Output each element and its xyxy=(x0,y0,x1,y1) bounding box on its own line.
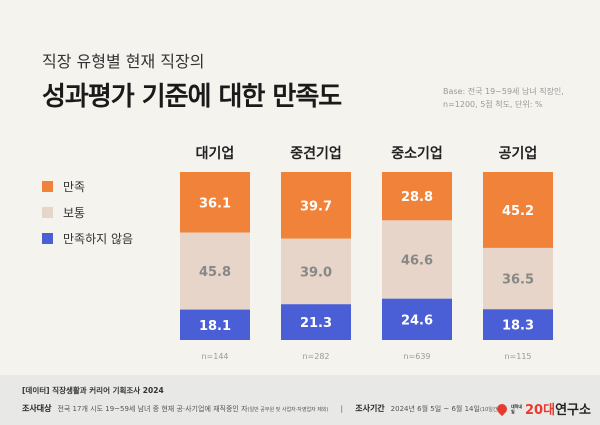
data-label: 28.8 xyxy=(401,190,433,205)
footer: [데이터] 직장생활과 커리어 기획조사 2024 조사대상 전국 17개 시도 … xyxy=(0,375,600,425)
category-label: 공기업 xyxy=(499,146,538,162)
bar-segment xyxy=(382,172,452,221)
legend-swatch xyxy=(42,180,53,192)
data-label: 39.7 xyxy=(300,199,332,214)
stacked-bar-chart: 대기업 36.1 45.8 18.1 n=144 중견기업 39.7 39.0 21.3 n=28… xyxy=(180,145,553,361)
data-label: 45.8 xyxy=(199,265,231,280)
logo: 대학내일 20대 연구소 xyxy=(494,399,591,418)
legend-swatch xyxy=(42,232,53,244)
bar-segment xyxy=(382,220,452,299)
logo-small: 대학내일 xyxy=(511,403,523,414)
footer-source: [데이터] 직장생활과 커리어 기획조사 2024 xyxy=(22,386,164,395)
legend-label: 만족 xyxy=(63,179,86,194)
category-label: 중견기업 xyxy=(290,145,342,162)
legend-item: 보통 xyxy=(42,199,133,225)
category-label: 대기업 xyxy=(196,146,235,162)
bar-segment xyxy=(483,247,553,310)
chart-title: 성과평가 기준에 대한 만족도 xyxy=(42,82,342,112)
logo-text: 연구소 xyxy=(555,403,591,418)
pin-icon xyxy=(494,401,510,416)
data-label: 39.0 xyxy=(300,265,332,280)
data-label: 45.2 xyxy=(502,204,534,219)
bar-segment xyxy=(281,238,351,305)
data-label: 36.1 xyxy=(199,196,231,211)
data-label: 18.1 xyxy=(199,319,231,334)
bar-segment xyxy=(483,172,553,248)
sample-size: n=639 xyxy=(403,352,430,361)
period-note: (10일간) xyxy=(479,407,500,413)
legend-swatch xyxy=(42,206,53,218)
sample-size: n=144 xyxy=(201,352,228,361)
legend-label: 만족하지 않음 xyxy=(63,231,134,246)
data-label: 18.3 xyxy=(502,319,534,334)
footer-details: 조사대상 전국 17개 시도 19~59세 남녀 중 현재 공·사기업에 재직중인… xyxy=(22,403,499,414)
base-line2: n=1200, 5점 척도, 단위: % xyxy=(443,100,543,109)
separator: | xyxy=(340,405,343,413)
data-label: 36.5 xyxy=(502,273,534,288)
legend-item: 만족 xyxy=(42,173,133,199)
target-note: (일반 공무원 및 사업자·자영업자 제외) xyxy=(247,407,329,413)
bar-segment xyxy=(382,298,452,340)
data-label: 21.3 xyxy=(300,316,332,331)
base-line1: Base: 전국 19~59세 남녀 직장인, xyxy=(443,87,564,96)
subtitle: 직장 유형별 현재 직장의 xyxy=(42,52,205,71)
category-label: 중소기업 xyxy=(391,146,443,162)
legend-label: 보통 xyxy=(63,205,86,220)
bar-segment xyxy=(281,304,351,340)
data-label: 46.6 xyxy=(401,254,433,269)
bar-segment xyxy=(180,172,250,233)
bar-segment xyxy=(281,172,351,239)
base-note: Base: 전국 19~59세 남녀 직장인, n=1200, 5점 척도, 단위… xyxy=(443,85,564,111)
target-text: 전국 17개 시도 19~59세 남녀 중 현재 공·사기업에 재직중인 자 xyxy=(57,405,248,413)
period-label: 조사기간 xyxy=(355,404,385,413)
bar-segment xyxy=(180,309,250,340)
data-label: 24.6 xyxy=(401,313,433,328)
sample-size: n=282 xyxy=(302,352,329,361)
bar-segment xyxy=(483,309,553,340)
period-text: 2024년 6월 5일 ~ 6월 14일 xyxy=(390,405,480,413)
legend-item: 만족하지 않음 xyxy=(42,225,133,251)
sample-size: n=115 xyxy=(504,352,531,361)
bar-segment xyxy=(180,232,250,310)
target-label: 조사대상 xyxy=(22,404,52,413)
logo-num: 20대 xyxy=(525,403,556,418)
